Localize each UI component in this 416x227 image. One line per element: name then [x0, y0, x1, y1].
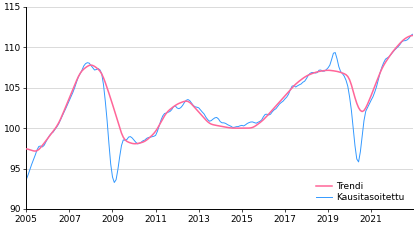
Line: Kausitasoitettu: Kausitasoitettu: [26, 34, 412, 183]
Trendi: [33, 150, 38, 153]
Trendi: [322, 69, 327, 72]
Kausitasoitettu: [123, 139, 128, 142]
Trendi: [410, 34, 415, 37]
Kausitasoitettu: [110, 176, 115, 178]
Kausitasoitettu: [352, 144, 357, 147]
Legend: Trendi, Kausitasoitettu: Trendi, Kausitasoitettu: [316, 182, 404, 202]
Kausitasoitettu: [322, 70, 327, 72]
Trendi: [112, 109, 117, 111]
Kausitasoitettu: [248, 121, 253, 123]
Trendi: [24, 148, 29, 150]
Kausitasoitettu: [24, 178, 29, 181]
Trendi: [245, 127, 250, 130]
Trendi: [248, 126, 253, 129]
Trendi: [123, 138, 128, 141]
Kausitasoitettu: [410, 33, 415, 36]
Kausitasoitettu: [245, 122, 250, 125]
Line: Trendi: Trendi: [26, 35, 412, 151]
Trendi: [352, 96, 357, 99]
Kausitasoitettu: [112, 181, 117, 184]
